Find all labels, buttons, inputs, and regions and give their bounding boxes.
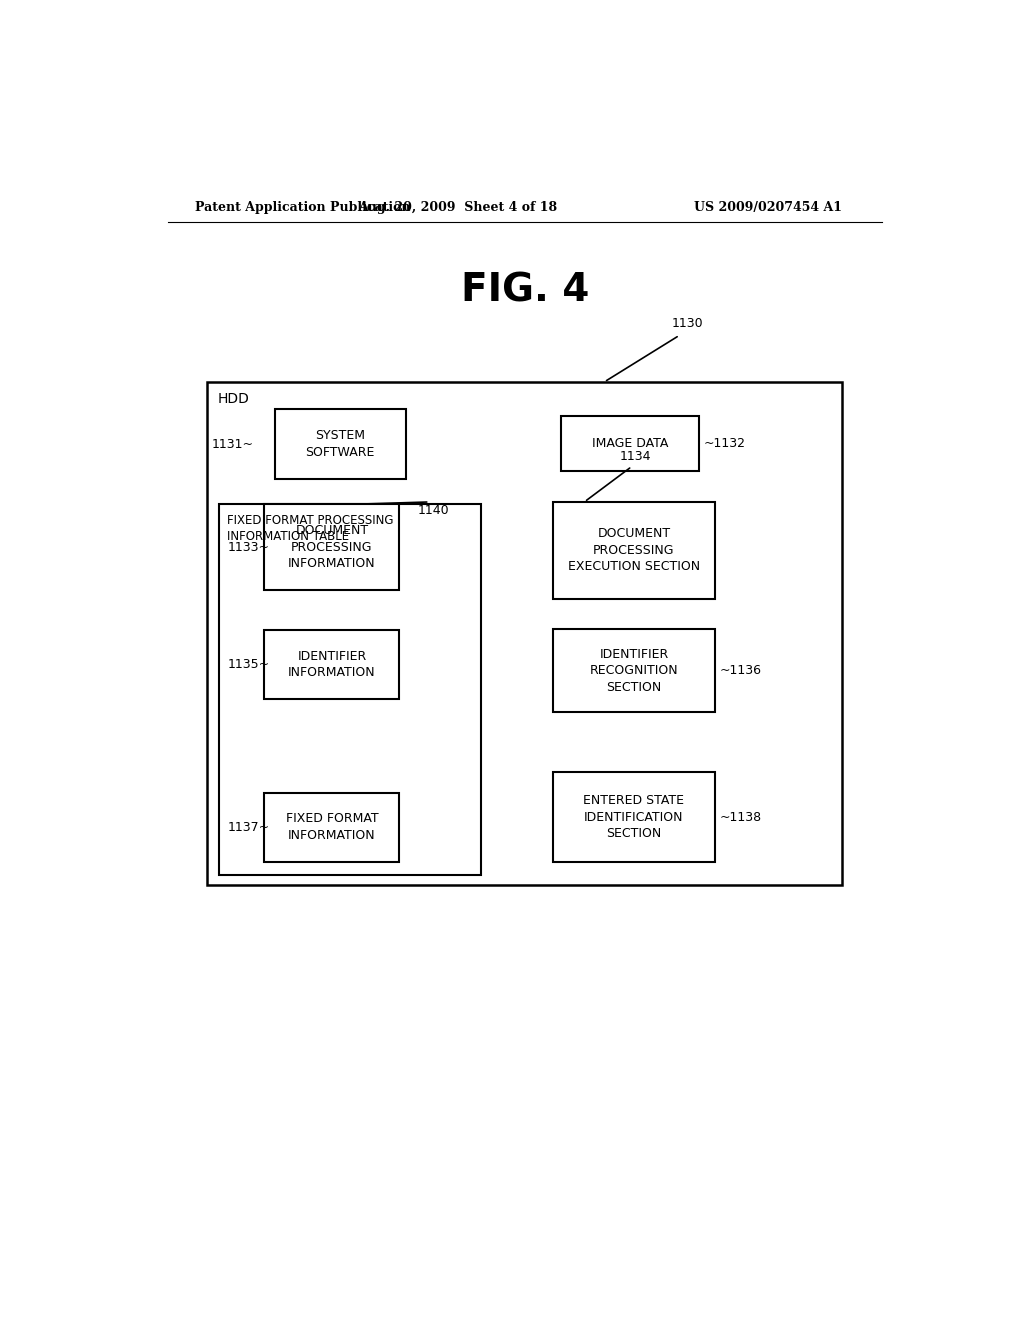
Text: ~1136: ~1136 <box>719 664 761 677</box>
Text: 1133~: 1133~ <box>227 541 269 553</box>
Text: ENTERED STATE
IDENTIFICATION
SECTION: ENTERED STATE IDENTIFICATION SECTION <box>584 795 684 840</box>
Text: SYSTEM
SOFTWARE: SYSTEM SOFTWARE <box>305 429 375 459</box>
Text: 1130: 1130 <box>672 317 703 330</box>
Text: ~1132: ~1132 <box>703 437 745 450</box>
Bar <box>264 792 399 862</box>
Text: FIXED FORMAT
INFORMATION: FIXED FORMAT INFORMATION <box>286 812 378 842</box>
Text: IDENTIFIER
INFORMATION: IDENTIFIER INFORMATION <box>288 649 376 680</box>
Bar <box>219 504 481 875</box>
Text: DOCUMENT
PROCESSING
EXECUTION SECTION: DOCUMENT PROCESSING EXECUTION SECTION <box>568 527 700 573</box>
Text: Aug. 20, 2009  Sheet 4 of 18: Aug. 20, 2009 Sheet 4 of 18 <box>357 201 557 214</box>
Bar <box>274 409 406 479</box>
Bar <box>264 504 399 590</box>
Bar <box>207 381 843 886</box>
Bar <box>553 502 715 598</box>
Text: FIG. 4: FIG. 4 <box>461 272 589 309</box>
Text: HDD: HDD <box>218 392 250 407</box>
Text: Patent Application Publication: Patent Application Publication <box>196 201 411 214</box>
Text: FIXED FORMAT PROCESSING
INFORMATION TABLE: FIXED FORMAT PROCESSING INFORMATION TABL… <box>227 515 393 543</box>
Text: DOCUMENT
PROCESSING
INFORMATION: DOCUMENT PROCESSING INFORMATION <box>288 524 376 570</box>
Text: US 2009/0207454 A1: US 2009/0207454 A1 <box>694 201 842 214</box>
Text: ~1138: ~1138 <box>719 810 762 824</box>
Bar <box>553 772 715 862</box>
Bar <box>553 630 715 713</box>
Text: 1137~: 1137~ <box>227 821 269 834</box>
Text: IDENTIFIER
RECOGNITION
SECTION: IDENTIFIER RECOGNITION SECTION <box>590 648 678 694</box>
Bar <box>560 416 699 471</box>
Text: 1140: 1140 <box>418 504 450 517</box>
Text: 1134: 1134 <box>620 450 651 463</box>
Text: 1135~: 1135~ <box>227 659 269 671</box>
Text: 1131~: 1131~ <box>211 437 253 450</box>
Bar <box>264 630 399 700</box>
Text: IMAGE DATA: IMAGE DATA <box>592 437 668 450</box>
